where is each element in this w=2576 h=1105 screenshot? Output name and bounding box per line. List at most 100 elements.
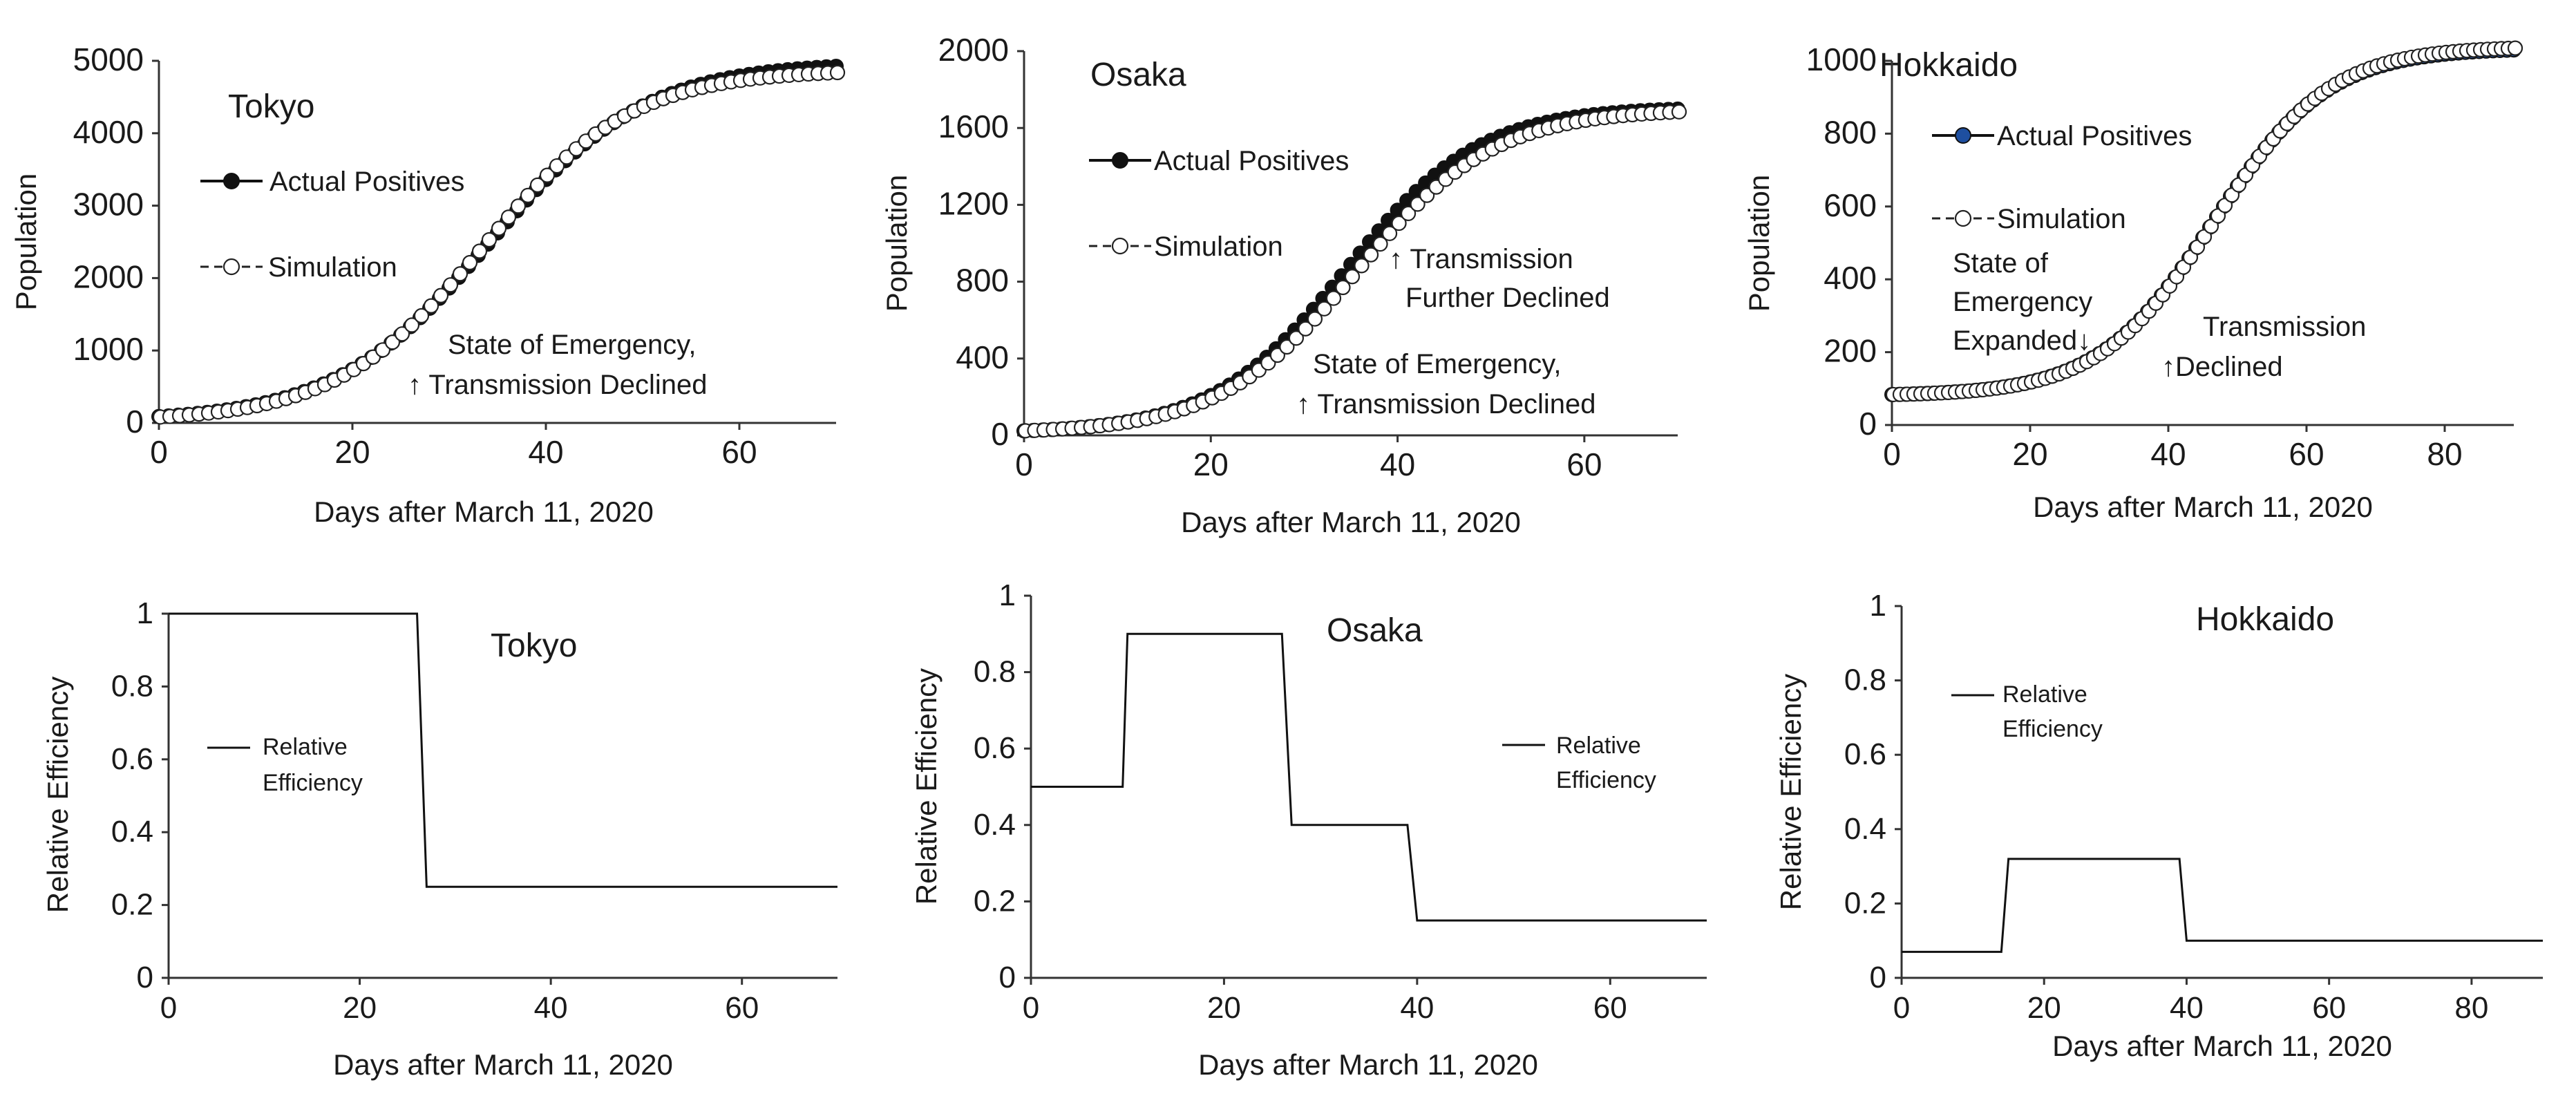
y-tick-label: 800: [1824, 114, 1877, 150]
y-tick-label: 0: [1859, 406, 1877, 442]
simulation-data-point: [1354, 258, 1370, 274]
annotation: ↑Declined: [2161, 352, 2283, 382]
y-tick-label: 0: [1870, 961, 1886, 994]
simulation-data-point: [1316, 301, 1332, 317]
tokyo-positives-chart: Tokyo Actual Positives Simulation State …: [10, 41, 846, 528]
simulation-data-point: [1391, 215, 1407, 232]
y-tick-label: 0.6: [974, 731, 1016, 765]
x-tick-label: 20: [334, 434, 370, 470]
x-tick-label: 80: [2454, 991, 2488, 1025]
x-tick-label: 0: [150, 434, 168, 470]
osaka-positives-chart: Osaka Actual Positives Simulation ↑ Tran…: [880, 32, 1687, 538]
y-tick-label: 2000: [938, 32, 1009, 68]
x-tick-label: 0: [1015, 446, 1033, 482]
annotation: Further Declined: [1405, 283, 1610, 313]
x-tick-label: 20: [2012, 436, 2047, 472]
y-tick-label: 3000: [73, 187, 144, 223]
simulation-data-point: [2189, 239, 2206, 255]
simulation-data-point: [384, 334, 401, 350]
legend-label: Efficiency: [263, 770, 363, 796]
simulation-data-point: [1671, 104, 1687, 120]
simulation-data-point: [452, 266, 468, 282]
y-tick-label: 400: [956, 339, 1009, 375]
x-tick-label: 20: [1207, 991, 1241, 1025]
y-axis-label: Relative Efficiency: [41, 677, 74, 913]
x-tick-label: 40: [2150, 436, 2186, 472]
x-tick-label: 0: [1893, 991, 1910, 1025]
simulation-data-point: [481, 232, 498, 248]
x-tick-label: 60: [1566, 446, 1602, 482]
y-tick-label: 0.4: [1844, 812, 1886, 846]
y-tick-label: 2000: [73, 258, 144, 294]
chart-title: Osaka: [1327, 612, 1423, 649]
legend-label: Actual Positives: [1154, 146, 1349, 176]
y-tick-label: 0.2: [1844, 886, 1886, 920]
simulation-data-point: [2210, 208, 2226, 224]
legend-label: Actual Positives: [269, 167, 464, 197]
legend-simulation-marker: [1111, 237, 1129, 255]
simulation-data-point: [500, 209, 517, 225]
x-tick-label: 20: [2027, 991, 2061, 1025]
y-tick-label: 800: [956, 263, 1009, 299]
simulation-data-point: [829, 64, 846, 81]
annotation: Emergency: [1953, 287, 2092, 317]
x-tick-label: 60: [725, 991, 759, 1025]
legend-actual-marker: [1112, 152, 1128, 169]
simulation-data-point: [394, 326, 410, 342]
x-tick-label: 0: [160, 991, 177, 1025]
annotation: State of Emergency,: [448, 330, 696, 360]
x-axis-label: Days after March 11, 2020: [1198, 1048, 1538, 1081]
y-tick-label: 1: [1870, 589, 1886, 623]
simulation-data-point: [2217, 198, 2233, 214]
annotation: ↑ Transmission Declined: [1296, 389, 1596, 419]
x-tick-label: 60: [721, 434, 757, 470]
legend-label: Simulation: [1154, 232, 1283, 262]
x-axis-label: Days after March 11, 2020: [2033, 491, 2373, 523]
simulation-data-point: [423, 298, 439, 314]
simulation-data-point: [529, 177, 546, 193]
simulation-data-point: [404, 317, 420, 333]
annotation: State of: [1953, 248, 2049, 278]
y-tick-label: 0: [137, 961, 153, 994]
efficiency-series-line: [169, 612, 837, 888]
y-tick-label: 0.4: [111, 815, 153, 849]
y-tick-label: 0.6: [111, 742, 153, 776]
legend-actual-marker: [223, 173, 240, 189]
efficiency-series-line: [1031, 632, 1707, 922]
x-tick-label: 0: [1023, 991, 1039, 1025]
y-tick-label: 4000: [73, 114, 144, 150]
simulation-data-point: [491, 220, 507, 236]
simulation-data-point: [462, 254, 478, 271]
annotation: ↑ Transmission Declined: [408, 370, 708, 400]
chart-title: Tokyo: [491, 627, 577, 664]
y-tick-label: 0.8: [974, 655, 1016, 689]
legend-label: Simulation: [1997, 204, 2126, 234]
y-tick-label: 200: [1824, 333, 1877, 369]
x-tick-label: 40: [528, 434, 563, 470]
x-tick-label: 60: [2312, 991, 2346, 1025]
y-tick-label: 0.6: [1844, 737, 1886, 771]
simulation-data-point: [433, 287, 449, 303]
y-tick-label: 1000: [1806, 41, 1877, 77]
legend-label: Relative: [2002, 681, 2087, 708]
x-axis-label: Days after March 11, 2020: [333, 1048, 673, 1081]
simulation-data-point: [1400, 205, 1417, 221]
legend-simulation-marker: [1954, 209, 1972, 227]
chart-title: Hokkaido: [1879, 47, 2018, 84]
y-axis-label: Population: [880, 175, 913, 312]
y-tick-label: 0: [991, 416, 1009, 452]
simulation-data-point: [558, 149, 575, 165]
chart-title: Tokyo: [228, 88, 314, 125]
y-tick-label: 1200: [938, 185, 1009, 221]
x-tick-label: 0: [1883, 436, 1901, 472]
legend-label: Simulation: [268, 252, 397, 283]
x-tick-label: 40: [534, 991, 568, 1025]
simulation-data-point: [1381, 225, 1398, 241]
y-tick-label: 0: [999, 961, 1016, 994]
y-tick-label: 1: [999, 578, 1016, 612]
y-tick-label: 1600: [938, 108, 1009, 144]
simulation-data-point: [539, 167, 556, 183]
legend-simulation-marker: [222, 258, 240, 276]
simulation-data-point: [2507, 40, 2523, 56]
